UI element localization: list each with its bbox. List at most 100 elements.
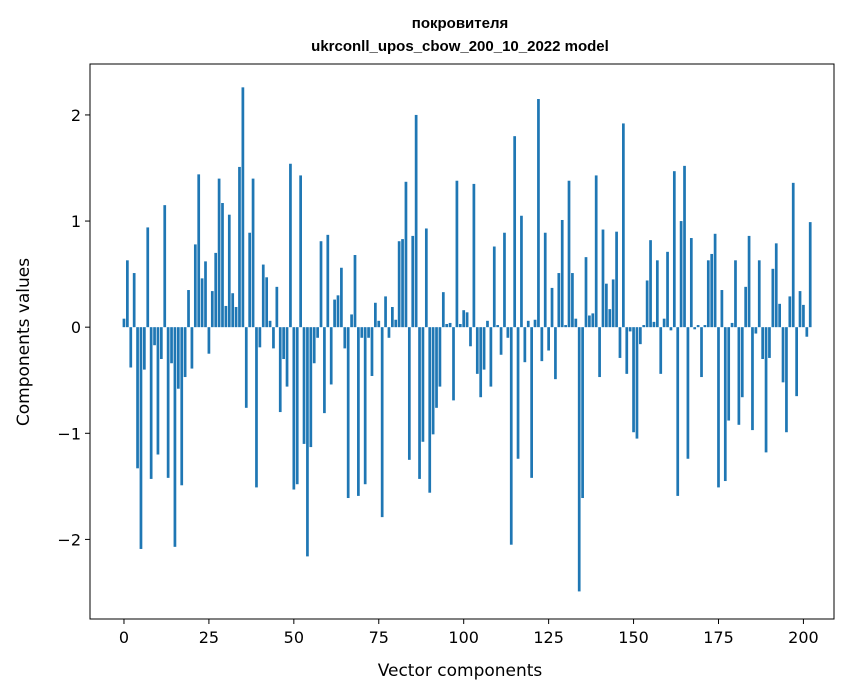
bar-182 [740,327,744,398]
bar-83 [404,181,408,328]
bar-5 [139,327,143,549]
bar-200 [802,304,805,328]
bar-141 [601,229,605,328]
bar-133 [574,318,578,328]
bar-51 [295,327,299,485]
bar-52 [299,175,302,328]
bar-37 [248,232,252,328]
bar-9 [153,327,156,346]
bar-124 [543,232,547,328]
bar-63 [336,295,340,328]
bar-114 [509,327,513,545]
y-axis-label: Components values [14,258,34,426]
bar-14 [170,327,173,364]
bar-58 [319,241,323,328]
bar-88 [421,327,425,442]
bar-33 [234,307,238,328]
bar-91 [431,327,435,435]
bar-7 [146,227,150,328]
bar-80 [394,319,398,328]
bar-82 [401,239,404,328]
bar-16 [176,327,180,389]
bar-116 [516,327,520,459]
bar-131 [567,180,571,328]
chart-title-line-1: покровителя [412,15,508,32]
bar-49 [289,163,292,328]
bar-78 [387,327,391,338]
bar-72 [367,327,370,338]
bar-171 [703,325,707,328]
x-tick-label: 75 [369,628,389,647]
bar-26 [210,291,214,328]
x-axis-label: Vector components [378,661,543,681]
bar-146 [618,327,622,358]
bar-57 [316,327,319,338]
bar-157 [655,260,659,328]
chart-title-line-2: ukrconll_upos_cbow_200_10_2022 model [311,38,609,55]
bar-161 [669,327,673,331]
bar-202 [808,222,812,328]
bar-117 [520,215,523,328]
bar-143 [608,309,612,328]
bar-27 [214,252,218,328]
x-axis-ticks: 0 25 50 75 100 125 150 175 200 [119,619,819,647]
bar-44 [272,327,275,349]
bar-165 [683,165,686,328]
bar-89 [424,228,428,328]
bar-128 [557,273,561,328]
bar-94 [441,292,445,328]
bar-66 [346,327,350,499]
bar-101 [465,312,469,328]
bar-196 [788,296,792,328]
bar-71 [363,327,367,485]
bar-39 [255,327,258,488]
bar-103 [472,183,476,328]
bar-59 [323,327,326,414]
bar-164 [679,221,683,328]
bar-29 [221,203,224,328]
bar-162 [672,171,676,328]
bar-48 [285,327,289,387]
bar-111 [499,327,503,355]
bar-10 [156,327,160,455]
bar-181 [737,327,741,425]
bar-21 [193,244,197,328]
bar-149 [628,327,632,332]
bar-64 [340,267,343,328]
bar-125 [547,327,550,351]
bar-148 [625,327,629,374]
bar-104 [475,327,479,374]
bar-130 [564,325,567,328]
y-axis-ticks: −2 −1 0 1 2 [57,106,90,549]
bar-series [122,87,812,592]
bar-105 [479,327,483,398]
bar-74 [374,302,377,328]
bar-153 [642,325,646,328]
bar-38 [251,178,255,328]
bar-159 [662,318,666,328]
bar-186 [754,327,758,334]
bar-0 [122,318,126,328]
bar-79 [391,307,394,328]
bar-34 [238,166,241,328]
bar-75 [377,320,381,328]
x-tick-label: 200 [788,628,819,647]
bar-183 [744,286,748,328]
bar-81 [397,241,401,328]
y-tick-label: 2 [71,106,81,125]
bar-174 [713,233,717,328]
bar-122 [537,99,540,328]
bar-113 [506,327,510,338]
bar-20 [190,327,194,369]
x-tick-label: 100 [448,628,479,647]
bar-197 [791,182,795,328]
bar-84 [407,327,411,460]
bar-12 [163,205,167,328]
bar-31 [227,214,231,328]
bar-193 [778,303,781,328]
bar-123 [540,327,544,362]
bar-192 [774,243,778,328]
bar-151 [635,327,639,439]
bar-6 [143,327,146,370]
